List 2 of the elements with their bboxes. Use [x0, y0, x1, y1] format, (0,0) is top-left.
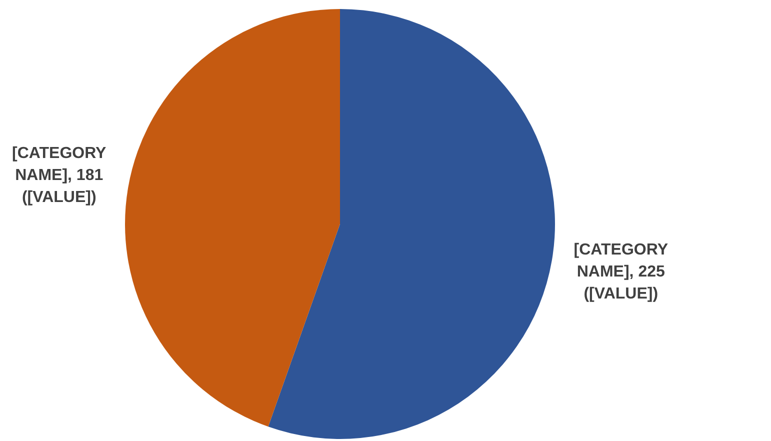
slice-label: [CATEGORY NAME], 225 ([VALUE]) [574, 242, 668, 303]
slice-label: [CATEGORY NAME], 181 ([VALUE]) [12, 145, 107, 206]
